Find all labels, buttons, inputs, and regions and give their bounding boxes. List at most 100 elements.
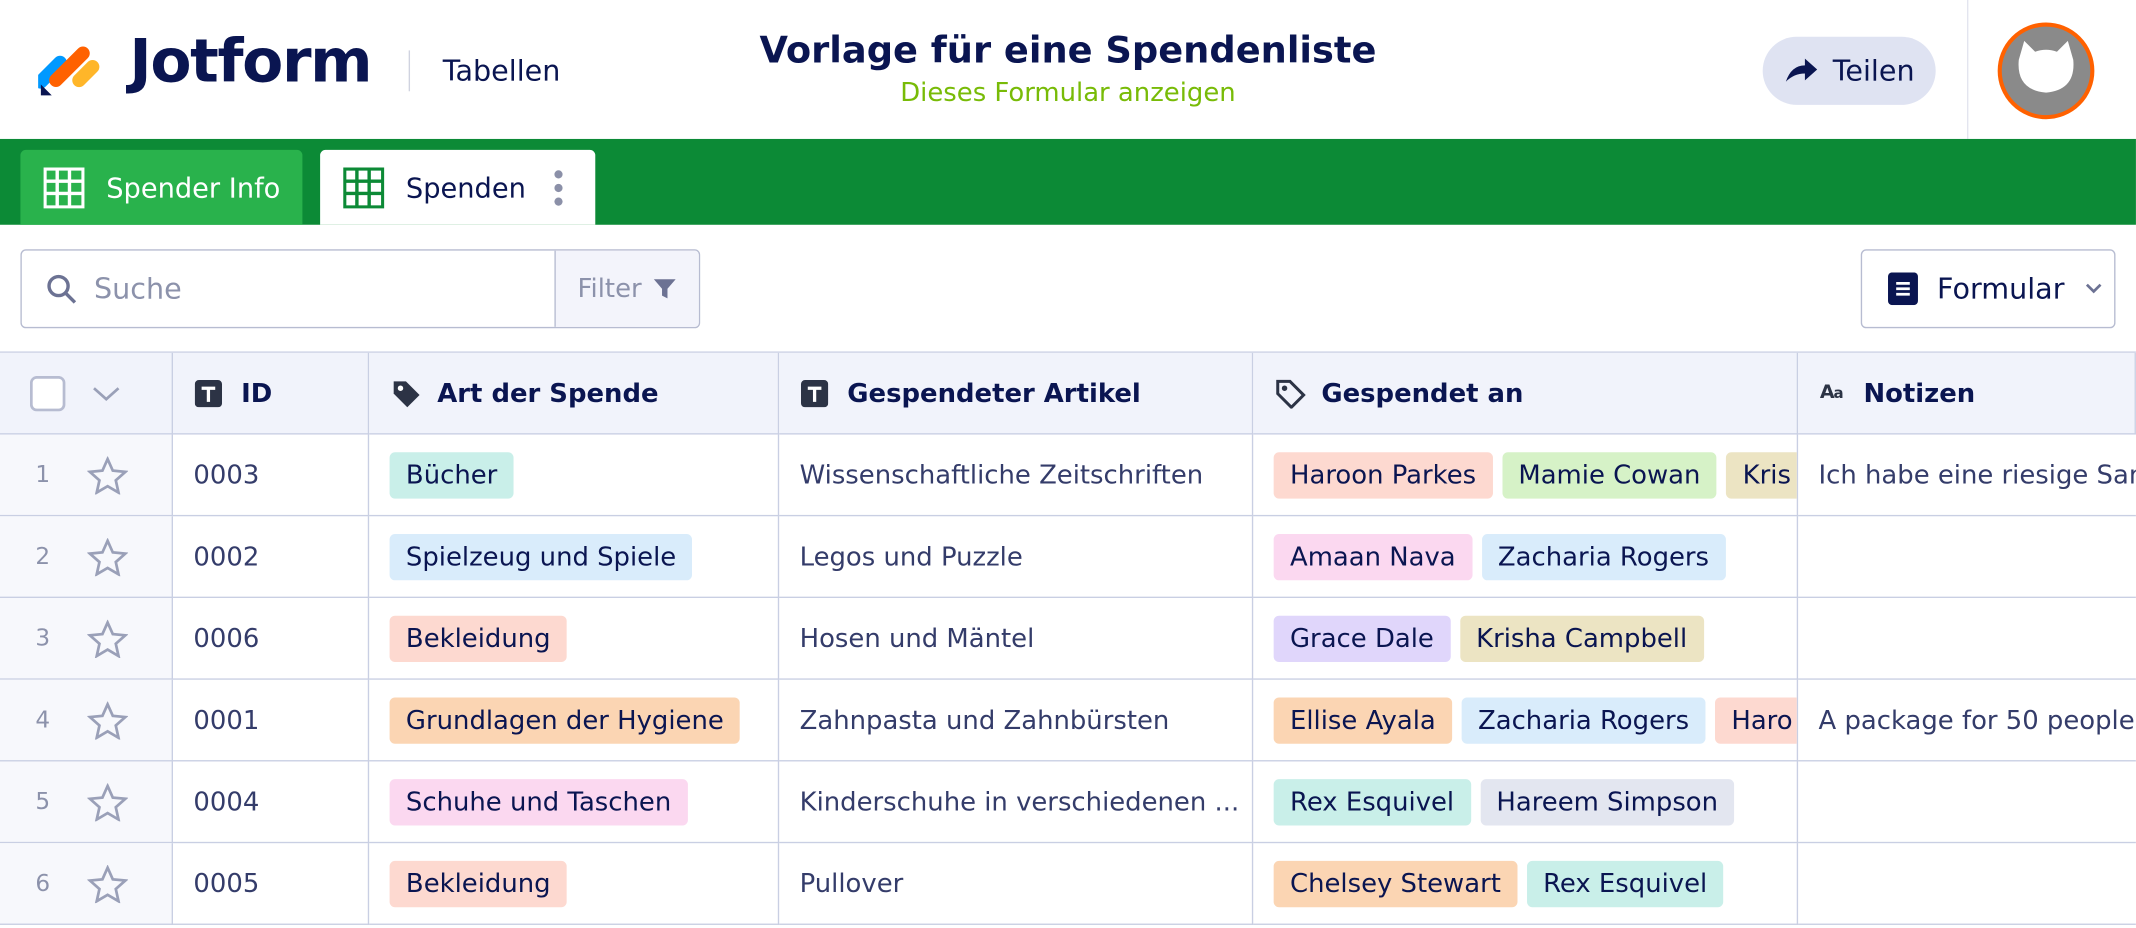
table-cell[interactable]: 0001 [172, 679, 370, 762]
star[interactable] [87, 864, 129, 903]
tag: Hareem Simpson [1480, 778, 1735, 825]
column-title: Notizen [1863, 378, 1976, 408]
tag: Chelsey Stewart [1273, 860, 1518, 907]
row-number: 5 [35, 788, 51, 816]
tag: Mamie Cowan [1502, 451, 1717, 498]
select-all-cell[interactable] [0, 352, 173, 435]
row-number-cell: 5 [0, 761, 173, 844]
column-title: Gespendet an [1321, 378, 1524, 408]
table-cell[interactable]: Spielzeug und Spiele [369, 516, 780, 599]
filter-label: Filter [577, 273, 642, 304]
search-box[interactable]: Suche Filter [20, 249, 701, 329]
tab-label: Spender Info [106, 170, 281, 204]
table-cell[interactable]: 0006 [172, 598, 370, 680]
row-number: 4 [35, 706, 51, 734]
table-cell[interactable]: Bücher [369, 434, 780, 517]
title: Vorlage für eine Spendenliste [759, 29, 1377, 73]
svg-text:A: A [1820, 381, 1835, 400]
star[interactable] [87, 619, 129, 658]
table-cell[interactable]: Hosen und Mäntel [779, 598, 1254, 680]
column-title: ID [241, 378, 273, 408]
table-cell[interactable]: Rex Esquivel Hareem Simpson [1253, 761, 1799, 844]
table-cell[interactable]: Haroon Parkes Mamie Cowan Kris [1253, 434, 1799, 517]
avatar[interactable] [1997, 22, 2095, 120]
table-cell[interactable] [1798, 516, 2136, 599]
table-cell[interactable]: Wissenschaftliche Zeitschriften [779, 434, 1254, 517]
column-header[interactable]: Gespendeter Artikel [779, 352, 1254, 435]
table: ID Art der Spende Gespendeter Artikel Gespe… [0, 351, 2136, 927]
row-number-cell: 4 [0, 679, 173, 762]
view-select[interactable]: Formular [1860, 249, 2116, 329]
table-cell[interactable]: Ellise Ayala Zacharia Rogers Haro [1253, 679, 1799, 762]
table-cell[interactable]: 0004 [172, 761, 370, 844]
item-text: Legos und Puzzle [799, 541, 1023, 572]
view-label: Formular [1937, 272, 2065, 306]
tag: Bekleidung [389, 615, 567, 662]
row-number: 1 [35, 461, 51, 489]
table-cell[interactable]: A package for 50 people [1798, 680, 2136, 762]
table-cell[interactable]: 0005 [172, 843, 370, 925]
tab[interactable]: Spender Info [20, 149, 303, 225]
column-header[interactable]: ID [172, 352, 370, 435]
row-number-cell: 2 [0, 516, 173, 599]
table-cell[interactable]: Ich habe eine riesige Sam [1798, 435, 2136, 517]
table-cell[interactable]: Bekleidung [369, 598, 780, 680]
table-cell[interactable]: Schuhe und Taschen [369, 761, 780, 844]
tag: Rex Esquivel [1273, 778, 1471, 825]
tag: Haroon Parkes [1273, 451, 1493, 498]
table-cell[interactable] [1798, 761, 2136, 844]
table-cell[interactable]: Bekleidung [369, 843, 780, 925]
tag: Zacharia Rogers [1481, 533, 1726, 580]
star[interactable] [87, 700, 129, 739]
id-text: 0003 [193, 459, 260, 490]
table-cell[interactable]: Grundlagen der Hygiene [369, 679, 780, 762]
item-text: Wissenschaftliche Zeitschriften [799, 459, 1204, 490]
search-placeholder: Suche [93, 272, 182, 306]
row-number-cell: 6 [0, 843, 173, 925]
row-number: 2 [35, 542, 51, 571]
column-header[interactable]: Art der Spende [369, 352, 780, 435]
id-text: 0005 [193, 868, 260, 899]
tag: Rex Esquivel [1526, 860, 1724, 907]
star[interactable] [87, 537, 129, 576]
row-number: 3 [35, 624, 51, 652]
id-text: 0006 [193, 623, 260, 654]
section: Tabellen [442, 54, 561, 88]
item-text: Pullover [799, 868, 904, 899]
notes-text: A package for 50 people [1818, 704, 2135, 735]
star[interactable] [87, 782, 129, 821]
notes-text: Ich habe eine riesige Sam [1818, 459, 2136, 490]
tag: Bekleidung [389, 860, 567, 907]
table-cell[interactable]: Kinderschuhe in verschiedenen ... [779, 761, 1254, 844]
table-cell[interactable]: 0002 [172, 516, 370, 599]
row-number: 6 [35, 869, 51, 898]
table-cell[interactable] [1798, 843, 2136, 925]
column-title: Art der Spende [437, 378, 659, 408]
header: Jotform Tabellen Vorlage für eine Spende… [0, 0, 2136, 141]
share-button[interactable]: Teilen [1762, 36, 1936, 105]
star[interactable] [87, 455, 129, 494]
tab-label: Spenden [405, 170, 526, 204]
table-cell[interactable] [1798, 598, 2136, 680]
filter-button[interactable]: Filter [554, 250, 699, 327]
table-cell[interactable]: Zahnpasta und Zahnbürsten [779, 679, 1254, 762]
tag: Krisha Campbell [1459, 615, 1704, 662]
table-cell[interactable]: Chelsey Stewart Rex Esquivel [1253, 843, 1799, 925]
column-header[interactable]: Gespendet an [1253, 352, 1799, 435]
subtitle[interactable]: Dieses Formular anzeigen [900, 77, 1236, 108]
tag: Haro [1715, 696, 1797, 744]
table-cell[interactable]: Pullover [779, 843, 1254, 925]
item-text: Hosen und Mäntel [799, 623, 1035, 654]
tag: Kris [1726, 451, 1797, 498]
item-text: Kinderschuhe in verschiedenen ... [799, 786, 1240, 817]
tab[interactable]: Spenden [320, 149, 596, 225]
column-title: Gespendeter Artikel [847, 378, 1141, 408]
table-cell[interactable]: Amaan Nava Zacharia Rogers [1253, 516, 1799, 599]
table-cell[interactable]: Legos und Puzzle [779, 516, 1254, 599]
tag: Bücher [389, 451, 514, 498]
tag: Grundlagen der Hygiene [389, 696, 741, 744]
table-cell[interactable]: Grace Dale Krisha Campbell [1253, 598, 1799, 680]
table-cell[interactable]: 0003 [172, 434, 370, 517]
